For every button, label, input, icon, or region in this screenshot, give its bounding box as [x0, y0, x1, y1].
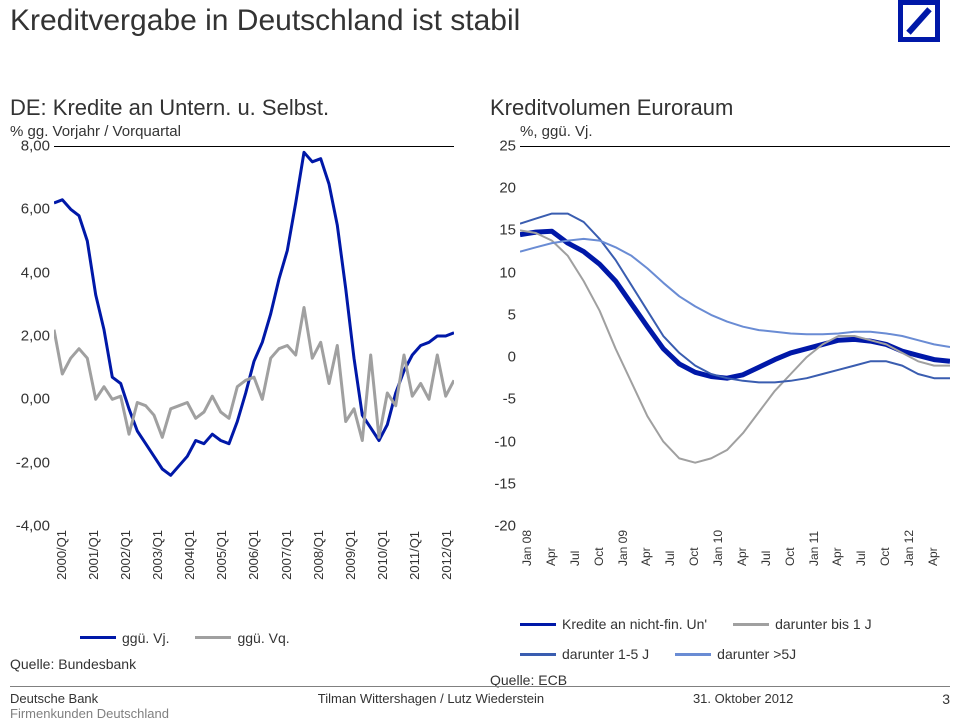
x-tick: Apr — [639, 530, 663, 566]
left-chart-subtitle: % gg. Vorjahr / Vorquartal — [10, 123, 470, 140]
x-tick: Oct — [687, 530, 711, 566]
left-x-axis: 2000/Q1 2001/Q1 2002/Q1 2003/Q1 2004IQ1 2005/… — [54, 526, 454, 580]
x-tick: Oct — [878, 530, 902, 566]
y-tick: 20 — [480, 180, 516, 197]
legend-item: Kredite an nicht-fin. Un' — [520, 616, 707, 632]
x-tick: 2001/Q1 — [86, 530, 101, 580]
right-x-axis: Jan 08AprJulOctJan 09AprJulOctJan 10AprJ… — [520, 526, 950, 566]
page-number: 3 — [942, 691, 950, 721]
legend-item: ggü. Vj. — [80, 630, 169, 646]
y-tick: -10 — [480, 433, 516, 450]
x-tick: 2011/Q1 — [407, 530, 422, 580]
y-tick: 5 — [480, 306, 516, 323]
x-tick: Jan 11 — [807, 530, 831, 566]
x-tick: 2005/Q1 — [214, 530, 229, 580]
right-legend: Kredite an nicht-fin. Un' darunter bis 1 … — [520, 616, 950, 662]
x-tick: 2002/Q1 — [118, 530, 133, 580]
legend-item: ggü. Vq. — [195, 630, 289, 646]
x-tick: Jul — [568, 530, 592, 566]
right-chart-subtitle: %, ggü. Vj. — [520, 123, 950, 140]
x-tick: Apr — [830, 530, 854, 566]
x-tick: Apr — [544, 530, 568, 566]
left-chart-title: DE: Kredite an Untern. u. Selbst. — [10, 95, 470, 121]
x-tick: Jan 10 — [711, 530, 735, 566]
y-tick: 10 — [480, 264, 516, 281]
y-tick: 2,00 — [14, 328, 50, 345]
left-source: Quelle: Bundesbank — [10, 656, 470, 672]
footer: Deutsche Bank Firmenkunden Deutschland T… — [10, 686, 950, 721]
right-chart-title: Kreditvolumen Euroraum — [490, 95, 950, 121]
right-plot: 2520151050-5-10-15-20 — [520, 146, 950, 526]
legend-item: darunter 1-5 J — [520, 646, 649, 662]
footer-company: Deutsche Bank — [10, 691, 169, 706]
page-title: Kreditvergabe in Deutschland ist stabil — [10, 4, 520, 38]
footer-center: Tilman Wittershagen / Lutz Wiederstein — [318, 691, 544, 721]
y-tick: -20 — [480, 518, 516, 535]
x-tick: 2010/Q1 — [375, 530, 390, 580]
y-tick: 0,00 — [14, 391, 50, 408]
x-tick: Jan 12 — [902, 530, 926, 566]
legend-item: darunter bis 1 J — [733, 616, 872, 632]
y-tick: 6,00 — [14, 201, 50, 218]
x-tick: Jul — [854, 530, 878, 566]
db-logo — [898, 0, 940, 47]
left-legend: ggü. Vj. ggü. Vq. — [80, 630, 470, 646]
legend-item: darunter >5J — [675, 646, 796, 662]
right-chart: Kreditvolumen Euroraum %, ggü. Vj. 25201… — [490, 95, 950, 688]
x-tick: Apr — [735, 530, 759, 566]
x-tick: Jul — [663, 530, 687, 566]
x-tick: Jul — [759, 530, 783, 566]
y-tick: 4,00 — [14, 264, 50, 281]
x-tick: Jan 09 — [616, 530, 640, 566]
charts-row: DE: Kredite an Untern. u. Selbst. % gg. … — [10, 95, 950, 688]
y-tick: 25 — [480, 138, 516, 155]
footer-dept: Firmenkunden Deutschland — [10, 706, 169, 721]
x-tick: Jan 08 — [520, 530, 544, 566]
x-tick: 2007/Q1 — [279, 530, 294, 580]
y-tick: -4,00 — [14, 518, 50, 535]
x-tick: Oct — [783, 530, 807, 566]
y-tick: -2,00 — [14, 454, 50, 471]
y-tick: -5 — [480, 391, 516, 408]
x-tick: 2003/Q1 — [150, 530, 165, 580]
x-tick: Apr — [926, 530, 950, 566]
x-tick: 2006/Q1 — [246, 530, 261, 580]
x-tick: 2004IQ1 — [182, 530, 197, 580]
y-tick: 8,00 — [14, 138, 50, 155]
y-tick: 0 — [480, 349, 516, 366]
y-tick: 15 — [480, 222, 516, 239]
x-tick: 2000/Q1 — [54, 530, 69, 580]
y-tick: -15 — [480, 475, 516, 492]
x-tick: 2008/Q1 — [311, 530, 326, 580]
x-tick: 2009/Q1 — [343, 530, 358, 580]
left-chart: DE: Kredite an Untern. u. Selbst. % gg. … — [10, 95, 470, 688]
x-tick: Oct — [592, 530, 616, 566]
footer-date: 31. Oktober 2012 — [693, 691, 793, 721]
left-plot: 8,006,004,002,000,00-2,00-4,00 — [54, 146, 454, 526]
x-tick: 2012/Q1 — [439, 530, 454, 580]
